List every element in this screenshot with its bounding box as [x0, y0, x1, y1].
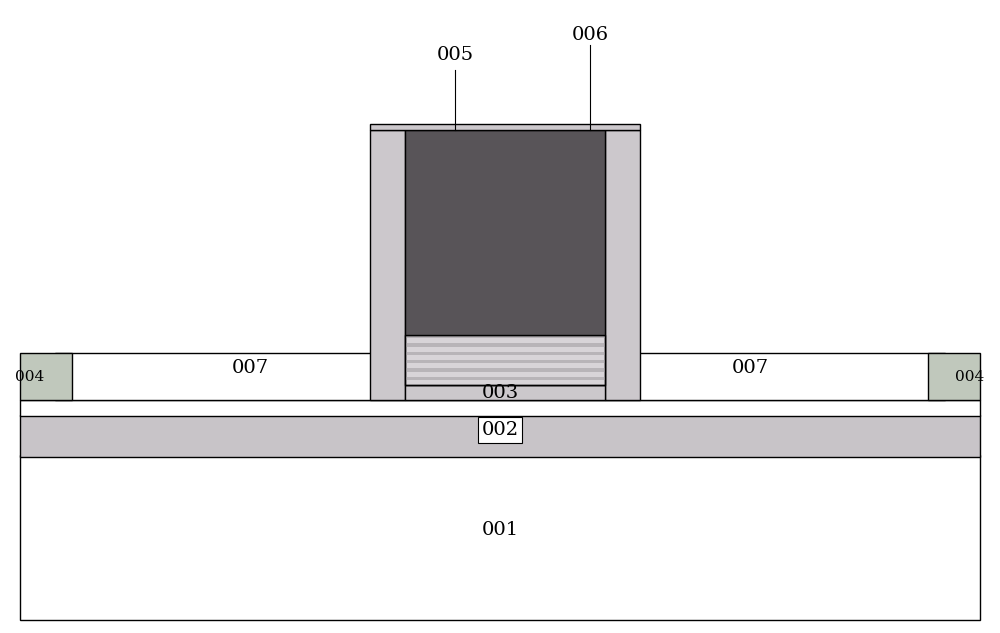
Text: 004: 004 [15, 370, 45, 384]
Bar [405, 377, 605, 380]
Bar [405, 352, 605, 355]
Text: 003: 003 [481, 384, 519, 402]
Text: 006: 006 [571, 26, 609, 44]
Bar [405, 335, 605, 385]
Bar [405, 335, 605, 385]
Bar [370, 124, 640, 130]
Bar [405, 335, 605, 338]
Bar [605, 130, 640, 400]
Bar [20, 455, 980, 620]
Bar [20, 400, 980, 416]
Bar [370, 130, 405, 400]
Bar [405, 130, 605, 335]
Text: 007: 007 [731, 359, 769, 377]
Bar [55, 353, 945, 400]
Bar [20, 353, 72, 400]
Bar [405, 360, 605, 363]
Text: 002: 002 [481, 421, 519, 439]
Bar [405, 385, 605, 400]
Text: 007: 007 [231, 359, 269, 377]
Bar [405, 368, 605, 372]
Text: 005: 005 [436, 46, 474, 64]
Bar [20, 415, 980, 457]
Text: 001: 001 [481, 521, 519, 539]
Bar [928, 353, 980, 400]
Bar [405, 343, 605, 347]
Text: 004: 004 [955, 370, 985, 384]
